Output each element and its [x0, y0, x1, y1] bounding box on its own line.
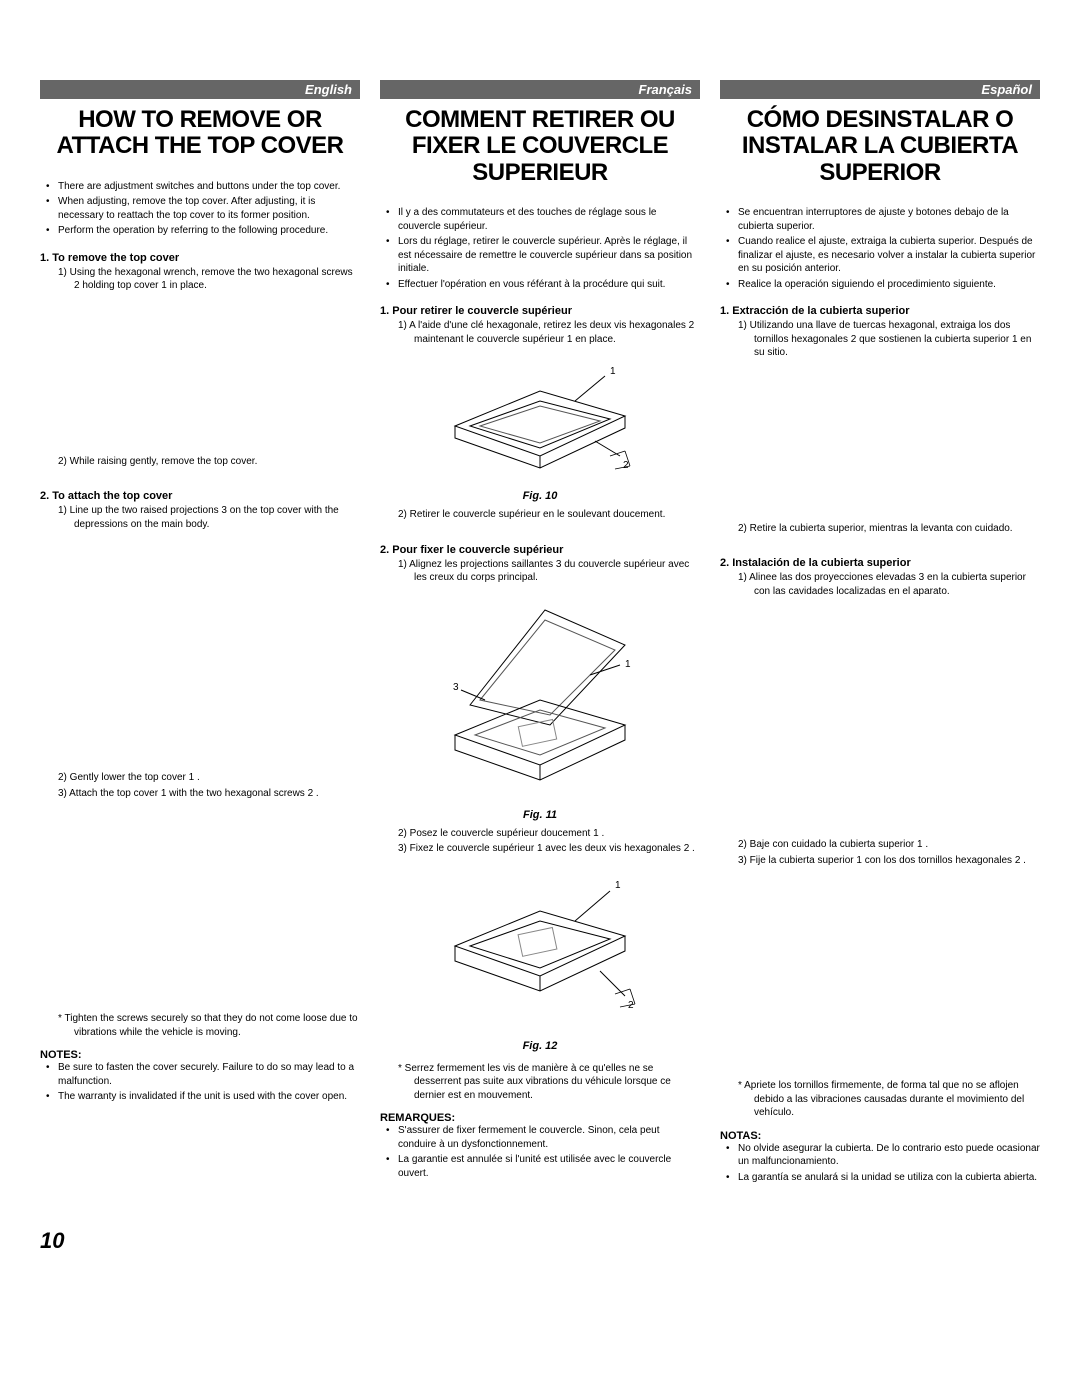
page-number: 10: [40, 1228, 1040, 1254]
step2-head-en: 2. To attach the top cover: [40, 490, 360, 502]
notes-en: Be sure to fasten the cover securely. Fa…: [40, 1061, 360, 1104]
fig12-label: Fig. 12: [380, 1040, 700, 1052]
star-note-es: * Apriete los tornillos firmemente, de f…: [720, 1079, 1040, 1120]
step2-1-fr: 1) Alignez les projections saillantes 3 …: [380, 558, 700, 585]
notes-es: No olvide asegurar la cubierta. De lo co…: [720, 1142, 1040, 1185]
star-note-en: * Tighten the screws securely so that th…: [40, 1012, 360, 1039]
column-english: English HOW TO REMOVE OR ATTACH THE TOP …: [40, 80, 360, 1198]
step2-head-fr: 2. Pour fixer le couvercle supérieur: [380, 544, 700, 556]
step2-3-fr: 3) Fixez le couvercle supérieur 1 avec l…: [380, 842, 700, 856]
step1-1-es: 1) Utilizando una llave de tuercas hexag…: [720, 319, 1040, 360]
step1-2-en: 2) While raising gently, remove the top …: [40, 455, 360, 469]
intro-en: There are adjustment switches and button…: [40, 180, 360, 238]
step2-2-fr: 2) Posez le couvercle supérieur doucemen…: [380, 827, 700, 841]
fig11-spacer: [40, 533, 360, 771]
fig12-svg: 1 2: [425, 866, 655, 1036]
lang-bar-es: Español: [720, 80, 1040, 99]
column-espanol: Español CÓMO DESINSTALAR O INSTALAR LA C…: [720, 80, 1040, 1198]
notes-head-en: NOTES:: [40, 1049, 360, 1061]
step1-1-fr: 1) A l'aide d'une clé hexagonale, retire…: [380, 319, 700, 346]
intro-item: Se encuentran interruptores de ajuste y …: [738, 206, 1040, 233]
intro-es: Se encuentran interruptores de ajuste y …: [720, 206, 1040, 291]
intro-item: There are adjustment switches and button…: [58, 180, 360, 194]
column-francais: Français COMMENT RETIRER OU FIXER LE COU…: [380, 80, 700, 1198]
note-item: The warranty is invalidated if the unit …: [58, 1090, 360, 1104]
fig-label-2: 2: [628, 1000, 634, 1011]
fig11-label: Fig. 11: [380, 809, 700, 821]
step2-3-es: 3) Fije la cubierta superior 1 con los d…: [720, 854, 1040, 868]
fig11-svg: 1 3: [425, 595, 655, 805]
page-columns: English HOW TO REMOVE OR ATTACH THE TOP …: [40, 80, 1040, 1198]
intro-item: Cuando realice el ajuste, extraiga la cu…: [738, 235, 1040, 276]
title-en: HOW TO REMOVE OR ATTACH THE TOP COVER: [40, 107, 360, 160]
step2-1-en: 1) Line up the two raised projections 3 …: [40, 504, 360, 531]
fig10: 1 2 Fig. 10: [380, 356, 700, 502]
notes-head-es: NOTAS:: [720, 1130, 1040, 1142]
step2-1-es: 1) Alinee las dos proyecciones elevadas …: [720, 571, 1040, 598]
fig10-spacer: [720, 362, 1040, 522]
note-item: S'assurer de fixer fermement le couvercl…: [398, 1124, 700, 1151]
step2-head-es: 2. Instalación de la cubierta superior: [720, 557, 1040, 569]
fig-label-2: 2: [623, 460, 629, 471]
fig11: 1 3 Fig. 11: [380, 595, 700, 821]
lang-bar-en: English: [40, 80, 360, 99]
intro-fr: Il y a des commutateurs et des touches d…: [380, 206, 700, 291]
step1-2-fr: 2) Retirer le couvercle supérieur en le …: [380, 508, 700, 522]
fig-label-3: 3: [453, 682, 459, 693]
title-es: CÓMO DESINSTALAR O INSTALAR LA CUBIERTA …: [720, 107, 1040, 186]
step1-1-en: 1) Using the hexagonal wrench, remove th…: [40, 266, 360, 293]
fig12: 1 2 Fig. 12: [380, 866, 700, 1052]
intro-item: Lors du réglage, retirer le couvercle su…: [398, 235, 700, 276]
step2-2-en: 2) Gently lower the top cover 1 .: [40, 771, 360, 785]
fig12-spacer: [40, 802, 360, 1002]
intro-item: When adjusting, remove the top cover. Af…: [58, 195, 360, 222]
title-fr: COMMENT RETIRER OU FIXER LE COUVERCLE SU…: [380, 107, 700, 186]
fig10-label: Fig. 10: [380, 490, 700, 502]
intro-item: Effectuer l'opération en vous référant à…: [398, 278, 700, 292]
note-item: La garantía se anulará si la unidad se u…: [738, 1171, 1040, 1185]
star-note-fr: * Serrez fermement les vis de manière à …: [380, 1062, 700, 1103]
lang-bar-fr: Français: [380, 80, 700, 99]
fig10-svg: 1 2: [425, 356, 655, 486]
step1-2-es: 2) Retire la cubierta superior, mientras…: [720, 522, 1040, 536]
fig10-spacer: [40, 295, 360, 455]
note-item: Be sure to fasten the cover securely. Fa…: [58, 1061, 360, 1088]
notes-head-fr: REMARQUES:: [380, 1112, 700, 1124]
step2-3-en: 3) Attach the top cover 1 with the two h…: [40, 787, 360, 801]
step2-2-es: 2) Baje con cuidado la cubierta superior…: [720, 838, 1040, 852]
step1-head-fr: 1. Pour retirer le couvercle supérieur: [380, 305, 700, 317]
fig11-spacer: [720, 600, 1040, 838]
fig-label-1: 1: [610, 366, 616, 377]
fig-label-1: 1: [615, 880, 621, 891]
fig-label-1: 1: [625, 659, 631, 670]
intro-item: Realice la operación siguiendo el proced…: [738, 278, 1040, 292]
intro-item: Perform the operation by referring to th…: [58, 224, 360, 238]
note-item: No olvide asegurar la cubierta. De lo co…: [738, 1142, 1040, 1169]
note-item: La garantie est annulée si l'unité est u…: [398, 1153, 700, 1180]
intro-item: Il y a des commutateurs et des touches d…: [398, 206, 700, 233]
step1-head-en: 1. To remove the top cover: [40, 252, 360, 264]
step1-head-es: 1. Extracción de la cubierta superior: [720, 305, 1040, 317]
fig12-spacer: [720, 869, 1040, 1069]
notes-fr: S'assurer de fixer fermement le couvercl…: [380, 1124, 700, 1180]
